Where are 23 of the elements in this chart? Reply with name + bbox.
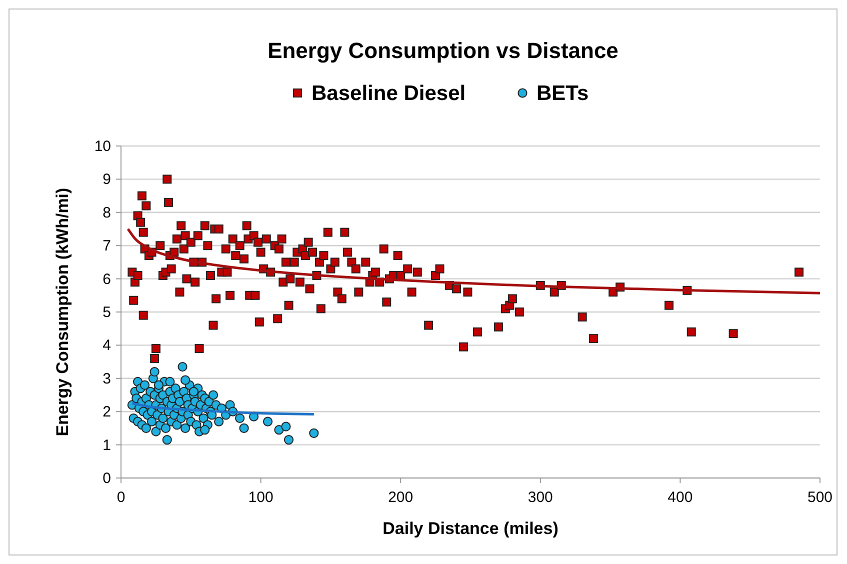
x-tick-label: 500 — [807, 489, 833, 506]
x-tick-label: 100 — [248, 489, 274, 506]
y-tick-label: 10 — [94, 138, 111, 155]
y-tick-label: 1 — [102, 436, 111, 454]
y-tick-label: 7 — [102, 238, 111, 255]
x-axis-title: Daily Distance (miles) — [382, 519, 558, 538]
y-tick-label: 8 — [102, 204, 111, 222]
chart-title: Energy Consumption vs Distance — [268, 38, 618, 63]
legend-label: BETs — [536, 82, 589, 105]
y-tick-label: 3 — [102, 370, 111, 388]
y-tick-label: 0 — [102, 470, 111, 487]
y-tick-label: 5 — [102, 304, 111, 321]
x-tick-label: 0 — [116, 489, 126, 506]
y-axis-title: Energy Consumption (kWh/mi) — [53, 188, 72, 436]
x-tick-label: 400 — [668, 489, 693, 506]
y-tick-label: 6 — [102, 270, 111, 288]
legend-label: Baseline Diesel — [312, 82, 466, 105]
line-series — [126, 228, 822, 294]
x-tick-label: 300 — [528, 489, 553, 506]
y-tick-label: 9 — [102, 171, 111, 188]
y-tick-label: 4 — [102, 337, 111, 354]
y-tick-label: 2 — [102, 404, 111, 421]
x-tick-label: 200 — [388, 489, 414, 506]
